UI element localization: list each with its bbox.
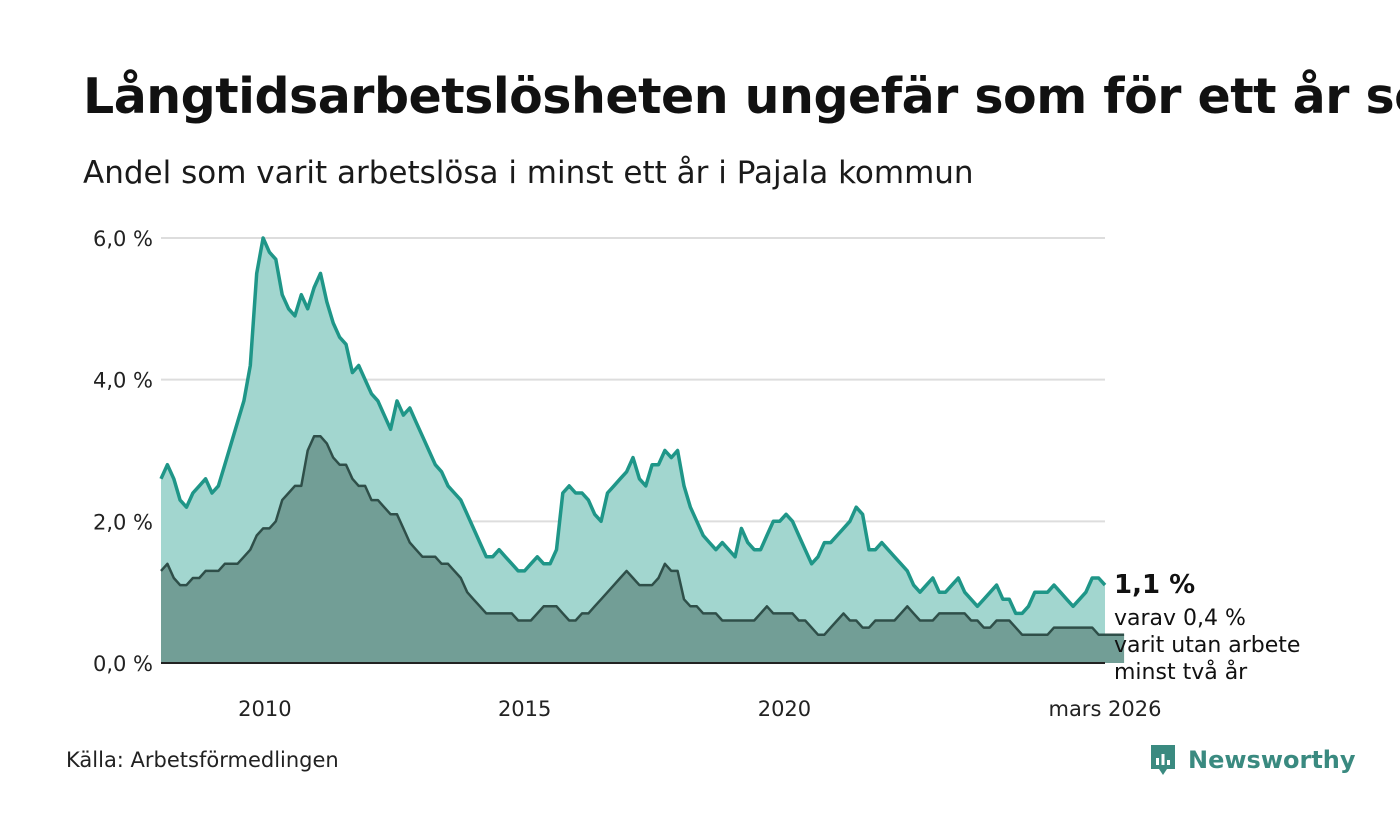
- note-line-1: varav 0,4 %: [1114, 606, 1246, 631]
- chart-title: Långtidsarbetslösheten ungefär som för e…: [83, 68, 1400, 125]
- note-line-2: varit utan arbete: [1114, 633, 1301, 658]
- y-tick-label: 2,0 %: [93, 510, 153, 534]
- x-tick-label: 2015: [498, 697, 551, 721]
- newsworthy-icon: [1151, 745, 1175, 775]
- brand-logo: Newsworthy: [1148, 742, 1356, 778]
- series-two-year-line: [160, 435, 1125, 636]
- latest-value-note: varav 0,4 % varit utan arbete minst två …: [1114, 605, 1300, 686]
- latest-value-label: 1,1 %: [1114, 570, 1196, 600]
- y-tick-label: 0,0 %: [93, 652, 153, 676]
- note-line-3: minst två år: [1114, 660, 1248, 685]
- series-two-year-area: [161, 436, 1125, 663]
- y-tick-label: 6,0 %: [93, 227, 153, 251]
- chart-subtitle: Andel som varit arbetslösa i minst ett å…: [83, 155, 974, 191]
- source-note: Källa: Arbetsförmedlingen: [66, 748, 339, 772]
- brand-name: Newsworthy: [1188, 746, 1356, 774]
- x-tick-label: mars 2026: [1048, 697, 1161, 721]
- x-tick-label: 2010: [238, 697, 291, 721]
- y-tick-label: 4,0 %: [93, 369, 153, 393]
- series-one-year-line: [159, 236, 1107, 616]
- x-tick-label: 2020: [758, 697, 811, 721]
